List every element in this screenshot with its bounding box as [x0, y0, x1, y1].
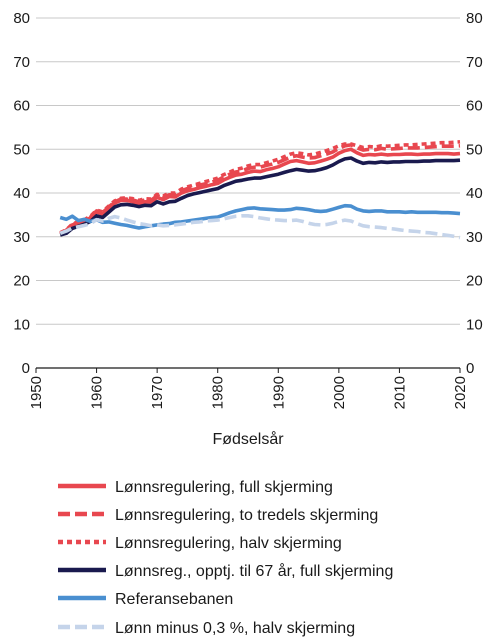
x-tick-1950: 1950: [28, 376, 45, 409]
y-tick-right-10: 10: [466, 316, 483, 333]
x-tick-1960: 1960: [89, 376, 106, 409]
x-tick-1980: 1980: [210, 376, 227, 409]
y-tick-right-60: 60: [466, 98, 483, 115]
y-tick-right-40: 40: [466, 185, 483, 202]
y-tick-left-80: 80: [13, 10, 30, 27]
y-tick-left-40: 40: [13, 185, 30, 202]
y-tick-right-50: 50: [466, 141, 483, 158]
y-tick-left-50: 50: [13, 141, 30, 158]
y-tick-right-30: 30: [466, 229, 483, 246]
legend-label-5: Referansebanen: [115, 591, 233, 608]
y-tick-right-80: 80: [466, 10, 483, 27]
legend-label-6: Lønn minus 0,3 %, halv skjerming: [115, 620, 355, 637]
series-line-3: [59, 140, 461, 235]
y-tick-left-20: 20: [13, 273, 30, 290]
y-tick-right-70: 70: [466, 54, 483, 71]
y-axis-left: 0 10 20 30 40 50 60 70 80: [13, 10, 30, 377]
grid-lines: [36, 17, 460, 369]
y-tick-left-70: 70: [13, 54, 30, 71]
y-tick-left-60: 60: [13, 98, 30, 115]
x-tick-1990: 1990: [270, 376, 287, 409]
y-tick-left-30: 30: [13, 229, 30, 246]
y-tick-right-0: 0: [466, 360, 474, 377]
series-line-6: [59, 214, 461, 240]
x-axis-title: Fødselsår: [212, 430, 284, 448]
legend-label-3: Lønnsregulering, halv skjerming: [115, 535, 342, 552]
x-tick-2020: 2020: [452, 376, 469, 409]
y-axis-right: 0 10 20 30 40 50 60 70 80: [466, 10, 483, 377]
legend-label-4: Lønnsreg., opptj. til 67 år, full skjerm…: [115, 562, 393, 580]
series-line-2: [59, 143, 461, 235]
y-tick-left-0: 0: [22, 360, 30, 377]
series-layer: [59, 140, 461, 240]
y-tick-left-10: 10: [13, 316, 30, 333]
series-line-4: [59, 156, 461, 237]
series-line-5: [59, 203, 461, 230]
legend-label-2: Lønnsregulering, to tredels skjerming: [115, 507, 378, 524]
y-tick-right-20: 20: [466, 273, 483, 290]
x-tick-2000: 2000: [331, 376, 348, 409]
x-tick-1970: 1970: [149, 376, 166, 409]
x-axis: 1950 1960 1970 1980 1990 2000 2010 2020: [28, 368, 469, 409]
x-tick-2010: 2010: [391, 376, 408, 409]
legend-label-1: Lønnsregulering, full skjerming: [115, 479, 333, 496]
legend: Lønnsregulering, full skjerming Lønnsregu…: [58, 479, 393, 637]
